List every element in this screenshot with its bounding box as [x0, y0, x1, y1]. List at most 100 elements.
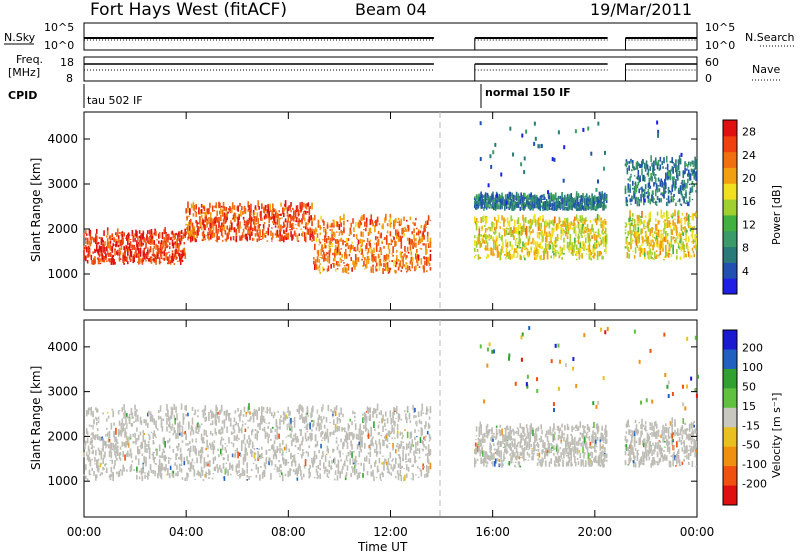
echo-point: [538, 144, 541, 149]
nsearch-tick-low: 10^0: [705, 39, 735, 52]
echo-point: [494, 142, 497, 147]
echo-point: [595, 187, 598, 192]
power-ylabel: Slant Range [km]: [29, 158, 43, 262]
echo-point: [603, 166, 606, 171]
echo-point: [656, 120, 659, 125]
echo-point: [639, 164, 642, 169]
nsky-label: N.Sky: [4, 31, 36, 44]
echo-point: [683, 183, 686, 188]
echo-point: [534, 136, 537, 141]
y-tick-label: 3000: [47, 177, 78, 191]
nsky-tick-high: 10^5: [44, 21, 74, 34]
power-panel-frame: [83, 111, 698, 311]
power-colorbar-swatch: [723, 120, 737, 137]
power-colorbar-tick: 8: [742, 242, 749, 255]
echo-point: [505, 200, 508, 205]
echo-point: [533, 121, 536, 126]
echo-point: [540, 143, 543, 148]
power-colorbar-frame: [722, 119, 738, 295]
power-colorbar-tick: 16: [742, 195, 756, 208]
echo-point: [694, 161, 697, 166]
power-colorbar-tick: 4: [742, 265, 749, 278]
power-colorbar-swatch: [723, 262, 737, 279]
nsky-series: [83, 37, 697, 50]
freq-tick-high: 18: [60, 56, 74, 69]
echo-point: [533, 141, 536, 146]
echo-point: [574, 129, 577, 134]
power-y-ticks: 1000 2000 3000 4000: [47, 132, 697, 281]
power-panel: 1000 2000 3000 4000 Slant Range [km]: [29, 111, 698, 311]
power-colorbar-ticks: 4 8 12 16 20 24 28: [742, 126, 756, 278]
echo-point: [587, 126, 590, 131]
echo-point: [563, 145, 566, 150]
echo-point: [489, 154, 492, 159]
nave-tick-high: 60: [705, 56, 719, 69]
echo-point: [487, 183, 490, 188]
echo-point: [547, 190, 550, 195]
echo-point: [568, 194, 571, 199]
nsearch-tick-high: 10^5: [705, 21, 735, 34]
power-colorbar-swatch: [723, 214, 737, 232]
power-colorbar-tick: 28: [742, 126, 756, 139]
power-colorbar-swatch: [723, 199, 737, 216]
y-tick-label: 2000: [47, 222, 78, 236]
echo-point: [548, 195, 551, 200]
echo-point: [680, 152, 683, 157]
echo-point: [492, 150, 495, 155]
echo-point: [557, 130, 560, 135]
echo-point: [657, 129, 660, 134]
echo-point: [671, 176, 674, 181]
power-colorbar-swatch: [723, 246, 737, 263]
power-colorbar-swatch: [723, 151, 737, 168]
echo-point: [568, 201, 571, 206]
echo-point: [655, 161, 658, 166]
nave-label: Nave: [752, 63, 780, 76]
plot-title: Fort Hays West (fitACF): [90, 0, 287, 20]
freq-series: [83, 63, 697, 81]
echo-point: [677, 159, 680, 164]
echo-point: [537, 144, 540, 149]
cpid-text-2: normal 150 IF: [485, 86, 571, 99]
echo-point: [509, 126, 512, 131]
echo-point: [553, 195, 556, 200]
echo-point: [598, 191, 601, 196]
echo-point: [596, 179, 599, 184]
power-echoes: [83, 120, 697, 274]
echo-point: [479, 121, 482, 126]
power-colorbar-tick: 24: [742, 149, 756, 162]
echo-point: [643, 198, 646, 203]
echo-point: [508, 195, 511, 200]
echo-point: [521, 133, 524, 138]
echo-point: [512, 152, 515, 157]
power-colorbar-swatches: [722, 119, 738, 295]
nave-tick-low: 0: [705, 72, 712, 85]
echo-point: [582, 127, 585, 132]
echo-point: [523, 170, 526, 175]
power-colorbar-swatch: [723, 230, 737, 248]
echo-point: [657, 133, 660, 138]
power-colorbar-swatch: [723, 135, 737, 153]
nsky-tick-low: 10^0: [44, 39, 74, 52]
echo-point: [551, 157, 554, 162]
echo-point: [525, 129, 528, 134]
echo-point: [523, 156, 526, 161]
echo-point: [553, 157, 556, 162]
nsky-panel: N.Sky 10^5 10^0 10^5 10^0 N.Search: [4, 21, 796, 52]
echo-point: [496, 193, 499, 198]
echo-point: [633, 166, 636, 171]
echo-point: [500, 172, 503, 177]
power-colorbar-swatch: [723, 183, 737, 200]
velocity-echoes: [83, 326, 699, 482]
nsky-panel-frame: [83, 22, 698, 51]
freq-label-line2: [MHz]: [8, 66, 40, 79]
echo-point: [629, 198, 632, 203]
power-colorbar-swatch: [723, 278, 737, 295]
power-colorbar-label: Power [dB]: [770, 185, 783, 245]
cpid-label: CPID: [8, 89, 37, 102]
power-colorbar-swatch: [723, 167, 737, 184]
echo-point: [677, 189, 680, 194]
freq-panel-frame: [83, 56, 698, 82]
echo-point: [590, 151, 593, 156]
